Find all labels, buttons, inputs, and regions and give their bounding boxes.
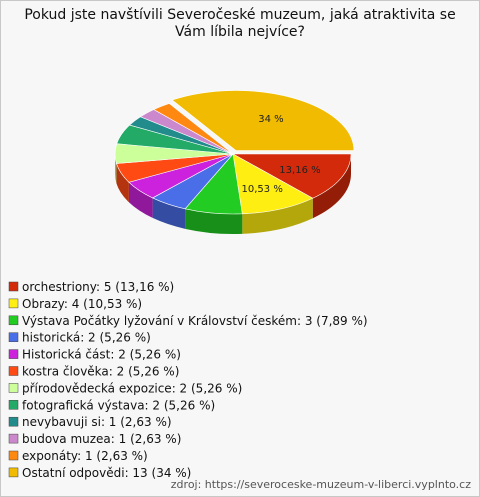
legend-label: kostra člověka: 2 (5,26 %): [22, 365, 179, 379]
legend-label: historická: 2 (5,26 %): [22, 331, 151, 345]
legend-swatch: [8, 400, 19, 410]
data-label: 34 %: [258, 114, 283, 125]
legend-label: exponáty: 1 (2,63 %): [22, 449, 148, 463]
legend-label: budova muzea: 1 (2,63 %): [22, 432, 181, 446]
legend-swatch: [8, 281, 19, 292]
legend-label: Výstava Počátky lyžování v Království če…: [22, 314, 368, 328]
slice: [231, 153, 352, 199]
legend-label: Obrazy: 4 (10,53 %): [22, 297, 142, 311]
legend-label: fotografická výstava: 2 (5,26 %): [22, 398, 215, 412]
legend-swatch: [8, 383, 19, 393]
legend-swatch: [8, 366, 19, 376]
legend-swatch: [8, 433, 19, 444]
slice: [171, 90, 355, 151]
slice-side: [185, 208, 243, 235]
slice: [232, 153, 314, 215]
legend-label: Historická část: 2 (5,26 %): [22, 348, 181, 362]
slice-side: [152, 197, 186, 229]
legend-swatch: [8, 315, 19, 326]
slice-side: [242, 198, 313, 234]
legend-label: přírodovědecká expozice: 2 (5,26 %): [22, 381, 242, 395]
source: zdroj: https://severoceske-muzeum-v-libe…: [171, 478, 471, 491]
legend-swatch: [8, 332, 19, 342]
chart-title: Pokud jste navštívili Severočeské muzeum…: [24, 7, 456, 40]
legend-swatch: [8, 298, 19, 309]
legend-swatch: [8, 349, 19, 359]
slice-side: [115, 154, 117, 184]
slice: [153, 103, 234, 155]
legend-swatch: [8, 450, 19, 461]
slice-side: [312, 154, 351, 219]
legend-swatch: [8, 467, 19, 478]
slice-side: [116, 163, 129, 203]
legend-label: Ostatní odpovědi: 13 (34 %): [22, 466, 191, 480]
data-label: 13,16 %: [279, 165, 320, 176]
legend-label: orchestriony: 5 (13,16 %): [22, 280, 174, 294]
legend-swatch: [8, 416, 19, 427]
legend-label: nevybavuji si: 1 (2,63 %): [22, 415, 172, 429]
slice-side: [128, 182, 153, 218]
data-label: 10,53 %: [242, 184, 283, 195]
